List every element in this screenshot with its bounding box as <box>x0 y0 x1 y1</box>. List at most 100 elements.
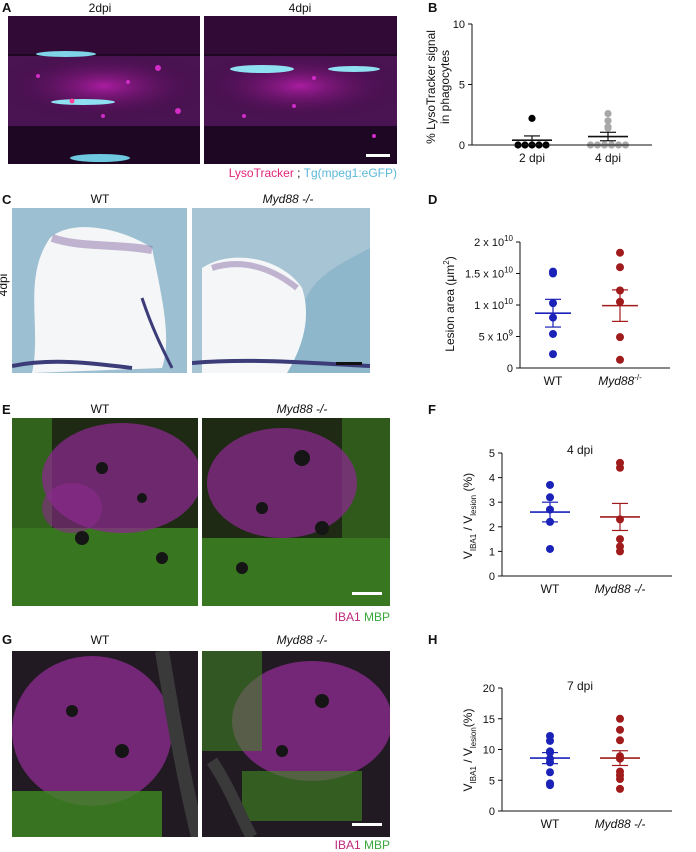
legend-separator: ; <box>293 166 304 180</box>
y-axis-label: % LysoTracker signalin phagocytes <box>424 30 452 144</box>
data-point <box>616 248 624 257</box>
panel-e-image-wt <box>12 418 198 606</box>
panel-g-image-wt <box>12 651 198 837</box>
x-tick-label: Myd88 -/- <box>595 582 646 596</box>
data-point <box>616 784 624 793</box>
scale-bar-c <box>336 362 362 365</box>
data-point <box>616 463 624 472</box>
data-point <box>549 350 557 359</box>
micrograph-lysotracker-4dpi <box>204 16 397 138</box>
y-tick-label: 3 <box>489 497 495 509</box>
y-tick-label: 1.5 x 1010 <box>465 266 514 281</box>
panel-label-e: E <box>2 402 11 417</box>
panel-c-left-title: WT <box>90 192 110 206</box>
panel-g-left-title: WT <box>90 633 110 647</box>
data-point <box>546 768 554 777</box>
x-tick-label: Myd88-/- <box>598 373 642 388</box>
y-tick-label: 10 <box>453 19 465 31</box>
data-point <box>616 547 624 556</box>
panel-c-image-myd88 <box>192 208 370 373</box>
legend-iba1-e: IBA1 <box>334 610 361 624</box>
panel-label-c: C <box>2 192 12 207</box>
legend-iba1-g: IBA1 <box>334 838 361 852</box>
chart-b: 0 5 10 2 dpi 4 dpi % LysoTracker signalin pha… <box>424 19 652 165</box>
x-tick-label: Myd88 -/- <box>595 817 646 831</box>
x-tick-label: 4 dpi <box>595 151 621 165</box>
data-point <box>546 736 554 745</box>
data-point <box>616 535 624 544</box>
data-point <box>616 333 624 342</box>
y-tick-label: 0 <box>507 363 513 375</box>
x-tick-label: WT <box>541 817 560 831</box>
y-axis-label: VIBA1 / Vlesion(%) <box>461 709 478 792</box>
data-point <box>528 114 536 122</box>
data-point <box>616 736 624 745</box>
panel-c-image-wt <box>12 208 187 373</box>
histology-myd88 <box>192 208 370 373</box>
panel-g-legend: IBA1 MBP <box>202 838 390 852</box>
y-tick-label: 20 <box>483 683 495 695</box>
scale-bar-a <box>366 154 390 157</box>
immunostain-g-myd88 <box>202 651 390 837</box>
immunostain-g-wt <box>12 651 198 837</box>
panel-label-b: B <box>428 0 438 15</box>
data-point <box>546 493 554 502</box>
x-tick-label: WT <box>541 582 560 596</box>
data-point <box>546 480 554 489</box>
legend-mbp-g: MBP <box>363 838 390 852</box>
panel-label-d: D <box>428 192 438 207</box>
data-point <box>604 109 612 118</box>
data-point <box>546 781 554 790</box>
panel-g-image-myd88 <box>202 651 390 837</box>
y-tick-label: 5 <box>459 80 465 92</box>
y-tick-label: 0 <box>489 571 495 583</box>
panel-a-image-2dpi <box>8 16 200 164</box>
panel-label-h: H <box>428 632 438 647</box>
panel-label-f: F <box>428 402 436 417</box>
legend-lysotracker: LysoTracker <box>228 166 294 180</box>
immunostain-e-myd88 <box>202 418 390 606</box>
panel-a-legend: LysoTracker ; Tg(mpeg1:eGFP) <box>204 166 397 180</box>
y-tick-label: 5 <box>489 775 495 787</box>
legend-mbp-e: MBP <box>363 610 390 624</box>
chart-f: 4 dpi 0 1 2 3 4 5 WT Myd88 -/- VIBA1 / Vlesion (%… <box>461 443 672 596</box>
x-tick-label: WT <box>544 374 563 388</box>
x-tick-label: 2 dpi <box>519 151 545 165</box>
y-tick-label: 10 <box>483 745 495 757</box>
data-point <box>549 269 557 278</box>
panel-a-image-4dpi <box>204 16 397 164</box>
chart-title: 7 dpi <box>567 679 593 693</box>
micrograph-lysotracker-2dpi <box>8 16 200 162</box>
scale-bar-e <box>352 592 382 595</box>
data-point <box>616 355 624 364</box>
data-point <box>616 263 624 272</box>
panel-c-side-label: 4dpi <box>0 273 10 297</box>
legend-mpeg1-egfp: Tg(mpeg1:eGFP) <box>303 166 397 180</box>
panel-a-right-title: 4dpi <box>288 1 312 15</box>
panel-e-image-myd88 <box>202 418 390 606</box>
scale-bar-g <box>352 823 382 826</box>
y-tick-label: 5 <box>489 448 495 460</box>
y-tick-label: 1 <box>489 546 495 558</box>
panel-a-left-title: 2dpi <box>88 1 112 15</box>
data-point <box>546 544 554 553</box>
chart-d: 0 5 x 109 1 x 1010 1.5 x 1010 2 x 1010 WT Myd8… <box>442 234 670 388</box>
panel-c-right-title: Myd88 -/- <box>262 192 314 206</box>
panel-e-right-title: Myd88 -/- <box>276 402 328 416</box>
y-tick-label: 0 <box>489 806 495 818</box>
y-axis-label: Lesion area (μm2) <box>442 256 457 351</box>
y-tick-label: 1 x 1010 <box>474 297 513 312</box>
y-tick-label: 2 <box>489 522 495 534</box>
y-axis-label: VIBA1 / Vlesion (%) <box>461 473 478 559</box>
y-tick-label: 0 <box>459 140 465 152</box>
data-point <box>604 117 612 125</box>
histology-wt <box>12 208 187 373</box>
data-point <box>616 775 624 784</box>
data-point <box>604 124 612 132</box>
panel-label-a: A <box>2 0 12 15</box>
y-tick-label: 15 <box>483 714 495 726</box>
panel-e-legend: IBA1 MBP <box>202 610 390 624</box>
data-point <box>616 725 624 734</box>
panel-g-right-title: Myd88 -/- <box>276 633 328 647</box>
y-tick-label: 5 x 109 <box>479 329 514 344</box>
